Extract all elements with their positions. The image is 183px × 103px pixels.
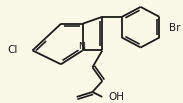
Text: Cl: Cl: [8, 45, 18, 55]
Text: N: N: [78, 42, 85, 51]
Text: OH: OH: [108, 92, 124, 102]
Text: Br: Br: [169, 23, 181, 33]
